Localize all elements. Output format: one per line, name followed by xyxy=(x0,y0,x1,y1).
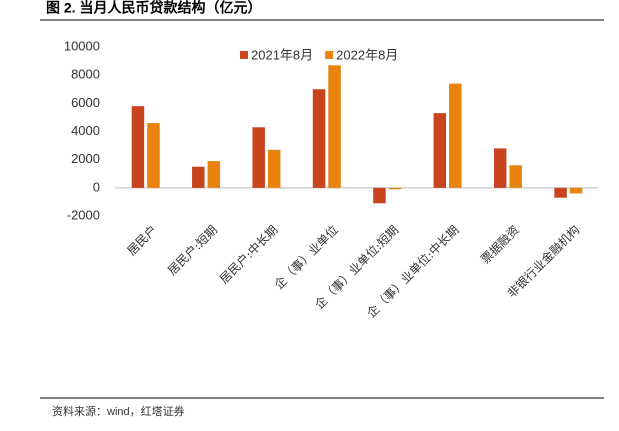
source: 资料来源：wind，红塔证券 xyxy=(52,404,185,418)
legend-swatch xyxy=(325,51,334,59)
y-tick-label: 10000 xyxy=(64,38,100,53)
y-tick-label: 6000 xyxy=(71,95,100,110)
x-tick-label: 居民户:短期 xyxy=(164,222,220,278)
bar xyxy=(267,149,281,188)
bar xyxy=(388,187,402,190)
bar xyxy=(554,187,567,198)
x-tick-label: 企（事）业单位 xyxy=(271,222,341,292)
legend-label: 2022年8月 xyxy=(336,47,398,62)
legend-swatch xyxy=(240,51,248,59)
y-tick-label: -2000 xyxy=(67,207,100,222)
bar xyxy=(449,83,462,188)
bar xyxy=(509,165,522,188)
x-tick-label: 居民户 xyxy=(124,222,160,258)
bar xyxy=(252,127,265,188)
bar xyxy=(433,113,447,188)
bar xyxy=(373,187,386,204)
bar xyxy=(192,166,205,188)
x-tick-label: 票据融资 xyxy=(478,223,522,267)
bar xyxy=(131,106,145,188)
bar xyxy=(312,89,326,188)
bar xyxy=(147,123,160,188)
y-tick-label: 8000 xyxy=(71,67,100,82)
bar xyxy=(328,65,341,188)
legend-label: 2021年8月 xyxy=(251,47,313,62)
chart-title: 图 2. 当月人民币贷款结构（亿元） xyxy=(46,0,261,16)
y-tick-label: 2000 xyxy=(71,151,100,166)
bar xyxy=(569,187,583,194)
y-tick-label: 0 xyxy=(93,179,100,194)
bar xyxy=(207,161,221,188)
x-tick-label: 居民户:中长期 xyxy=(216,222,280,286)
bar xyxy=(493,148,507,188)
y-tick-label: 4000 xyxy=(71,123,100,138)
